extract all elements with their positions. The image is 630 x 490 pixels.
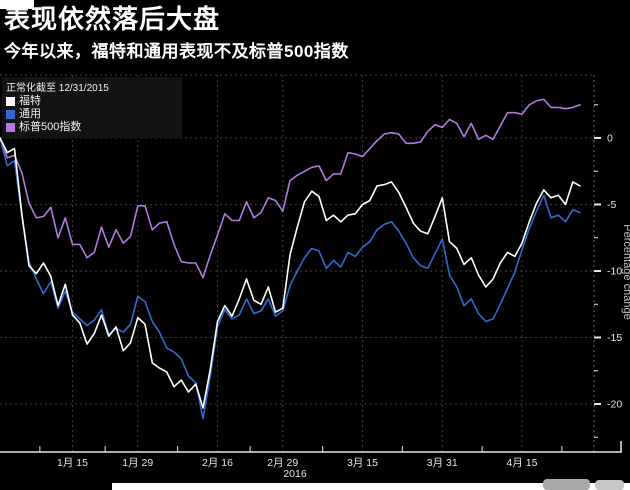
x-axis-tick-label: 2月 29 <box>267 457 298 469</box>
chart-legend: 正常化截至 12/31/2015 福特 通用 标普500指数 <box>2 77 182 138</box>
y-axis-tick-label: -15 <box>607 332 622 344</box>
y-axis-tick-label: 0 <box>607 133 613 145</box>
y-axis-tick-label: -20 <box>607 399 622 411</box>
legend-label-ford: 福特 <box>19 95 41 107</box>
x-axis-tick-label: 2月 16 <box>202 457 233 469</box>
sp500-color-swatch <box>6 123 15 132</box>
series-line-sp500 <box>0 98 581 279</box>
chart-title: 表现依然落后大盘 <box>4 5 221 34</box>
y-axis-title: Percentage change <box>621 224 630 319</box>
series-line-gm <box>0 137 581 420</box>
series-line-ford <box>0 137 581 409</box>
legend-normalized-note: 正常化截至 12/31/2015 <box>6 83 109 94</box>
cropped-content-blob <box>543 479 590 490</box>
x-axis-tick-label: 1月 29 <box>122 457 153 469</box>
legend-item-sp500: 标普500指数 <box>6 121 178 134</box>
x-axis-tick-label: 3月 15 <box>347 457 378 469</box>
legend-item-gm: 通用 <box>6 108 178 121</box>
legend-item-ford: 福特 <box>6 95 178 108</box>
x-axis-tick-label: 4月 15 <box>507 457 538 469</box>
x-axis-year-label: 2016 <box>283 468 307 480</box>
cropped-content-blob <box>595 480 624 490</box>
legend-label-sp500: 标普500指数 <box>19 121 82 133</box>
x-axis-tick-label: 3月 31 <box>427 457 458 469</box>
ford-color-swatch <box>6 97 15 106</box>
y-axis-tick-label: -5 <box>607 199 616 211</box>
crop-artifact <box>0 0 34 9</box>
chart-subtitle: 今年以来，福特和通用表现不及标普500指数 <box>4 42 349 61</box>
gm-color-swatch <box>6 110 15 119</box>
page-background-strip <box>112 483 630 490</box>
legend-label-gm: 通用 <box>19 108 41 120</box>
y-axis-tick-label: -10 <box>607 266 622 278</box>
x-axis-tick-label: 1月 15 <box>57 457 88 469</box>
